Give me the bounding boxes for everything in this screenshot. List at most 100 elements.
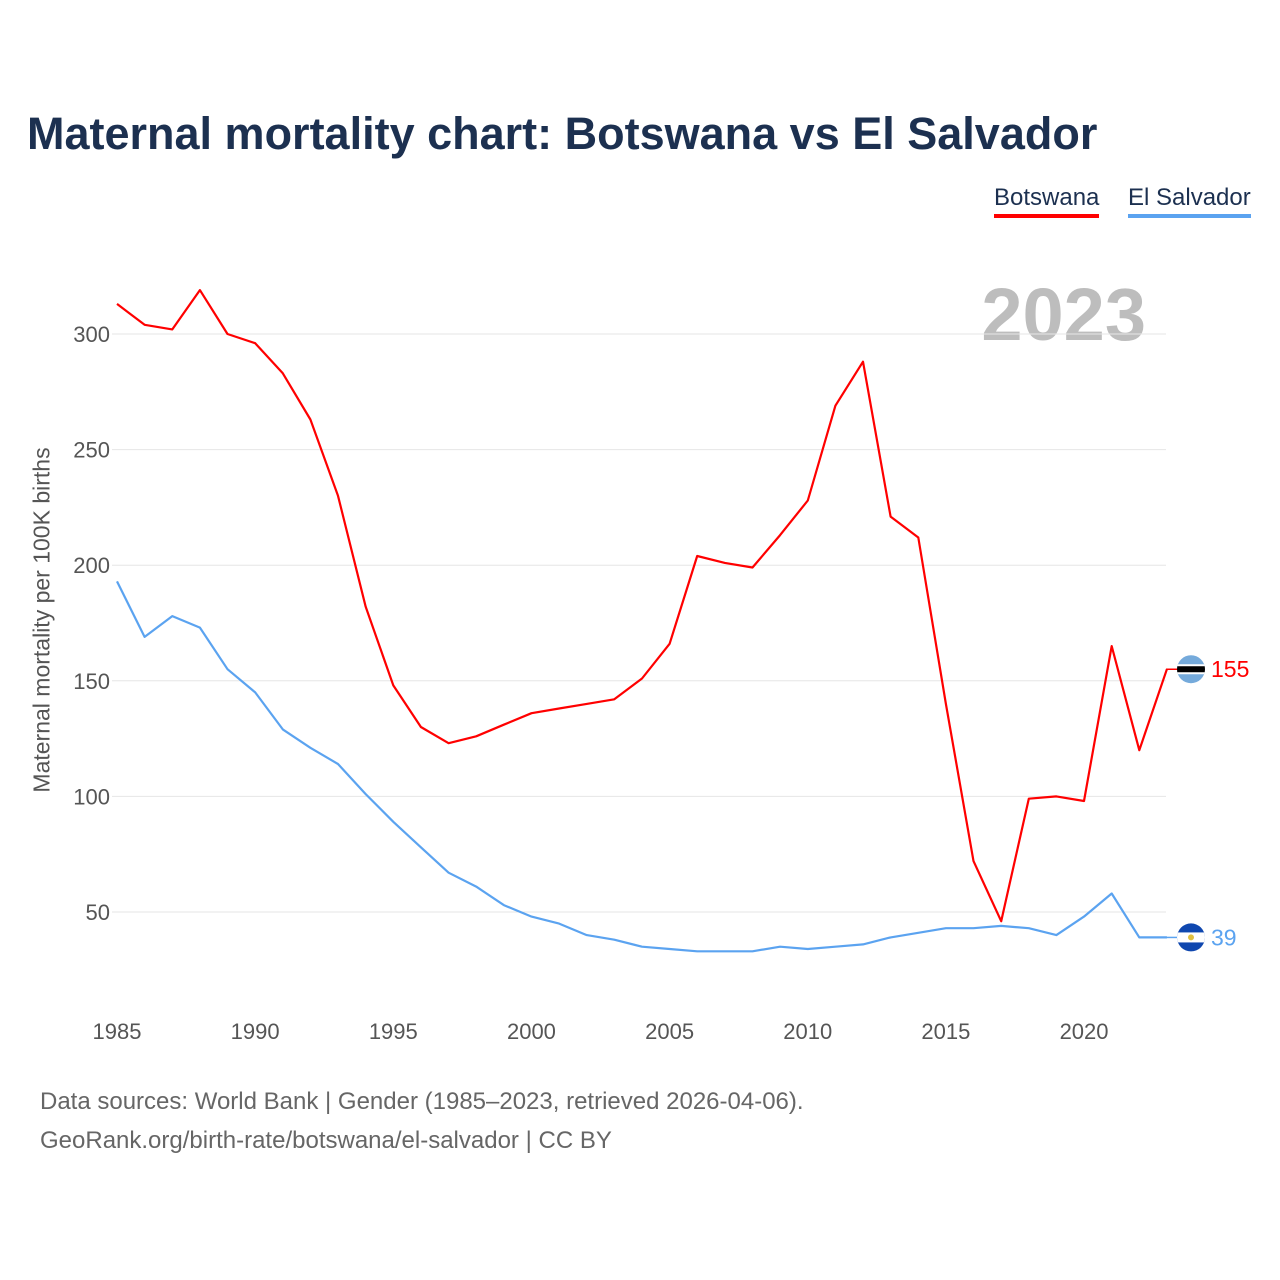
x-tick-label: 2010 bbox=[783, 1019, 832, 1044]
data-point bbox=[640, 945, 644, 949]
footer-url[interactable]: GeoRank.org/birth-rate/botswana/el-salva… bbox=[40, 1127, 612, 1154]
data-point bbox=[364, 605, 368, 609]
data-point bbox=[281, 727, 285, 731]
data-point bbox=[474, 734, 478, 738]
data-point bbox=[143, 323, 147, 327]
data-point bbox=[750, 566, 754, 570]
data-point bbox=[861, 360, 865, 364]
data-point bbox=[1082, 915, 1086, 919]
data-point bbox=[391, 820, 395, 824]
data-point bbox=[889, 515, 893, 519]
data-point bbox=[695, 554, 699, 558]
data-point bbox=[778, 533, 782, 537]
y-tick-label: 50 bbox=[86, 900, 110, 925]
data-point bbox=[502, 903, 506, 907]
series-line-el-salvador bbox=[116, 580, 1167, 953]
x-tick-label: 2000 bbox=[507, 1019, 556, 1044]
data-point bbox=[916, 535, 920, 539]
data-point bbox=[999, 919, 1003, 923]
footer-sources: Data sources: World Bank | Gender (1985–… bbox=[40, 1088, 804, 1115]
data-point bbox=[750, 949, 754, 953]
data-point bbox=[170, 327, 174, 331]
data-point bbox=[1082, 799, 1086, 803]
data-point bbox=[1137, 748, 1141, 752]
data-point bbox=[557, 922, 561, 926]
data-point bbox=[226, 332, 230, 336]
data-point bbox=[999, 924, 1003, 928]
y-tick-label: 200 bbox=[73, 553, 110, 578]
botswana-flag-icon bbox=[1177, 655, 1205, 684]
data-point bbox=[1054, 794, 1058, 798]
legend-el-salvador[interactable]: El Salvador bbox=[1128, 184, 1251, 218]
data-point bbox=[778, 945, 782, 949]
data-point bbox=[1054, 933, 1058, 937]
data-point bbox=[944, 926, 948, 930]
y-tick-label: 300 bbox=[73, 322, 110, 347]
data-point bbox=[198, 626, 202, 630]
data-point bbox=[695, 949, 699, 953]
data-point bbox=[1027, 926, 1031, 930]
data-point bbox=[253, 341, 257, 345]
data-point bbox=[972, 926, 976, 930]
data-point bbox=[474, 885, 478, 889]
data-point bbox=[916, 931, 920, 935]
x-tick-label: 1995 bbox=[369, 1019, 418, 1044]
end-value-label: 155 bbox=[1211, 656, 1249, 682]
x-tick-label: 2015 bbox=[921, 1019, 970, 1044]
data-point bbox=[640, 676, 644, 680]
data-point bbox=[336, 494, 340, 498]
data-point bbox=[806, 947, 810, 951]
data-point bbox=[944, 702, 948, 706]
y-tick-label: 150 bbox=[73, 669, 110, 694]
data-point bbox=[1027, 797, 1031, 801]
data-point bbox=[1137, 935, 1141, 939]
data-point bbox=[1110, 892, 1114, 896]
end-value-label: 39 bbox=[1211, 924, 1237, 950]
year-label: 2023 bbox=[981, 273, 1146, 356]
data-point bbox=[143, 635, 147, 639]
y-tick-label: 250 bbox=[73, 438, 110, 463]
data-point bbox=[833, 945, 837, 949]
data-point bbox=[861, 942, 865, 946]
data-point bbox=[447, 871, 451, 875]
data-point bbox=[281, 371, 285, 375]
data-point bbox=[447, 741, 451, 745]
chart-title: Maternal mortality chart: Botswana vs El… bbox=[27, 108, 1098, 159]
x-tick-label: 1990 bbox=[231, 1019, 280, 1044]
data-point bbox=[668, 642, 672, 646]
data-point bbox=[391, 683, 395, 687]
data-point bbox=[308, 418, 312, 422]
data-point bbox=[336, 762, 340, 766]
data-point bbox=[529, 711, 533, 715]
data-point bbox=[529, 915, 533, 919]
series-line-botswana bbox=[116, 289, 1168, 923]
data-point bbox=[833, 404, 837, 408]
data-point bbox=[585, 702, 589, 706]
data-point bbox=[1110, 644, 1114, 648]
data-point bbox=[308, 746, 312, 750]
data-point bbox=[723, 561, 727, 565]
data-point bbox=[889, 935, 893, 939]
data-point bbox=[419, 725, 423, 729]
data-point bbox=[226, 667, 230, 671]
data-point bbox=[972, 859, 976, 863]
data-point bbox=[198, 288, 202, 292]
data-point bbox=[585, 933, 589, 937]
data-point bbox=[612, 938, 616, 942]
data-point bbox=[115, 302, 119, 306]
data-point bbox=[557, 707, 561, 711]
data-point bbox=[806, 498, 810, 502]
legend-botswana[interactable]: Botswana bbox=[994, 184, 1100, 218]
data-point bbox=[364, 792, 368, 796]
y-tick-label: 100 bbox=[73, 784, 110, 809]
x-tick-label: 2020 bbox=[1060, 1019, 1109, 1044]
data-point bbox=[419, 845, 423, 849]
data-point bbox=[253, 690, 257, 694]
data-point bbox=[115, 579, 119, 583]
x-tick-label: 2005 bbox=[645, 1019, 694, 1044]
x-tick-label: 1985 bbox=[93, 1019, 142, 1044]
data-point bbox=[668, 947, 672, 951]
data-point bbox=[723, 949, 727, 953]
data-point bbox=[502, 723, 506, 727]
